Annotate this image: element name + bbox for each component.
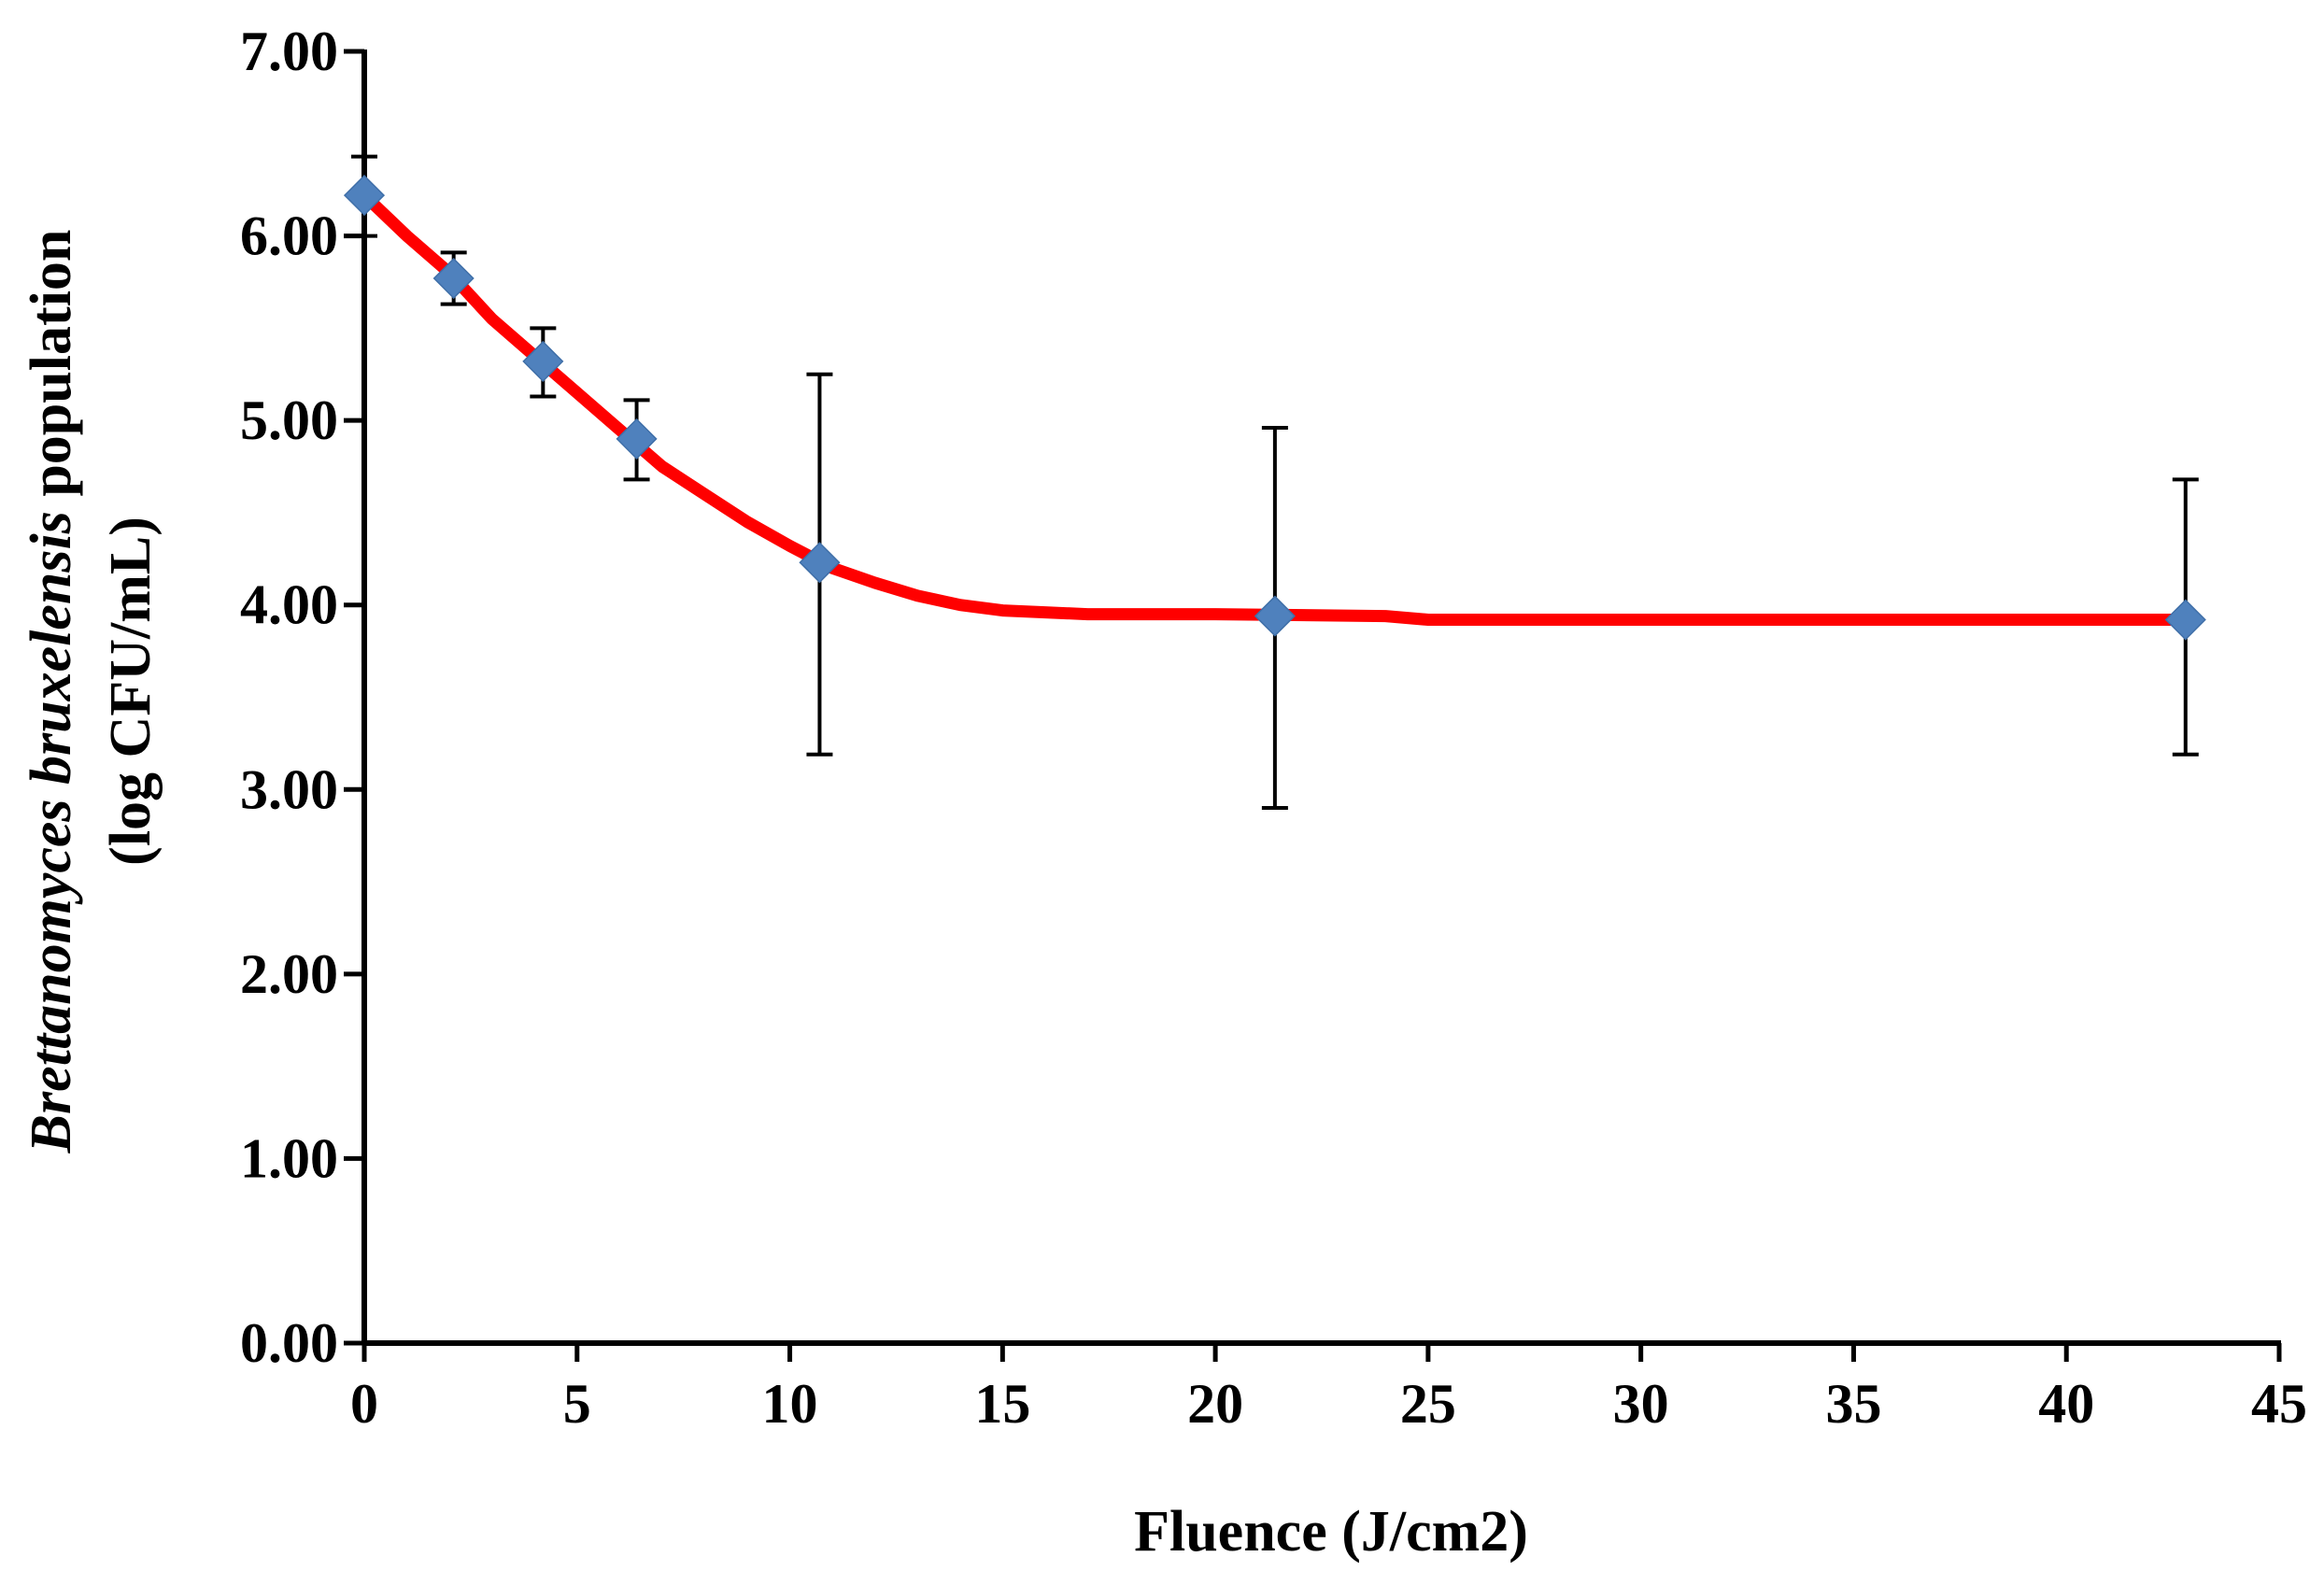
x-tick-label: 25 (1400, 1373, 1456, 1435)
y-tick-label: 2.00 (240, 943, 338, 1005)
fit-curve-line (358, 189, 2201, 626)
y-tick-label: 0.00 (240, 1312, 338, 1374)
x-tick-label: 35 (1825, 1373, 1881, 1435)
data-point-marker (799, 542, 841, 584)
x-tick-label: 30 (1613, 1373, 1669, 1435)
x-tick-label: 0 (350, 1373, 378, 1435)
data-point-marker (616, 418, 658, 460)
data-point-marker (432, 257, 475, 300)
x-tick-label: 20 (1187, 1373, 1243, 1435)
data-point-marker (1254, 595, 1296, 637)
x-tick-label: 40 (2038, 1373, 2094, 1435)
data-point-marker (343, 175, 386, 217)
y-axis-title-species: Brettanomyces bruxelensis (20, 511, 83, 1153)
y-axis-title-population: population (20, 230, 83, 512)
y-axis-title-line1: Brettanomyces bruxelensis population (20, 230, 83, 1154)
y-tick-label: 7.00 (240, 21, 338, 82)
y-tick-label: 6.00 (240, 205, 338, 267)
y-tick-label: 5.00 (240, 389, 338, 451)
x-tick-label: 10 (762, 1373, 818, 1435)
data-point-marker (522, 340, 564, 382)
x-tick-label: 5 (563, 1373, 591, 1435)
data-point-marker (2164, 599, 2206, 641)
y-tick-label: 4.00 (240, 574, 338, 636)
y-tick-label: 3.00 (240, 758, 338, 820)
plot-area: 0.00 1.00 2.00 3.00 4.00 5.00 6.00 7.00 0 5 10 15 20… (240, 21, 2307, 1435)
x-tick-label: 45 (2251, 1373, 2307, 1435)
x-tick-label: 15 (974, 1373, 1030, 1435)
y-axis-title-line2: (log CFU/mL) (99, 517, 163, 866)
y-tick-label: 1.00 (240, 1127, 338, 1189)
x-axis-title: Fluence (J/cm2) (1134, 1500, 1528, 1564)
